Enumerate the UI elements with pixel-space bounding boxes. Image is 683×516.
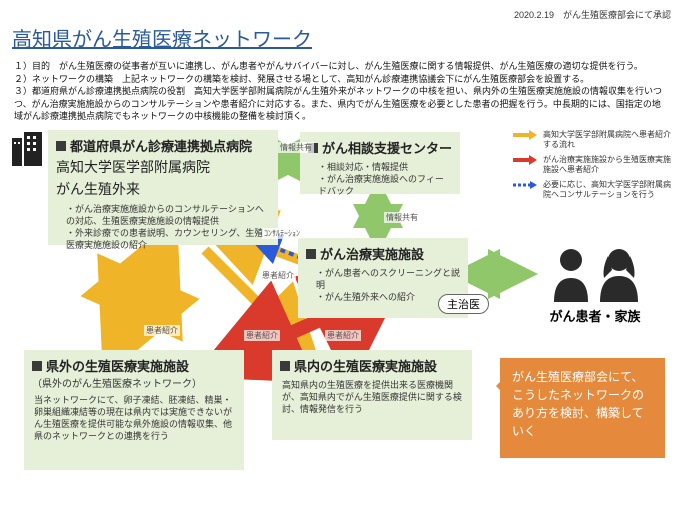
in-prefecture-box: 県内の生殖医療実施施設 高知県内の生殖医療を提供出来る医療機関が、高知県内でがん… (272, 350, 472, 440)
prefecture-hospital-box: 都道府県がん診療連携拠点病院 高知大学医学部附属病院 がん生殖外来 ・がん治療実… (48, 130, 278, 245)
legend-r1: 高知大学医学部附属病院へ患者紹介する流れ (543, 130, 673, 151)
intro-p1: １）目的 がん生殖医療の従事者が互いに連携し、がん患者やがんサバイバーに対し、が… (14, 60, 669, 73)
patient-family-box: がん患者・家族 (520, 240, 670, 340)
square-icon (280, 361, 290, 371)
square-icon (32, 361, 42, 371)
doctor-label: 主治医 (438, 294, 489, 314)
intro-p2: ２）ネットワークの構築 上記ネットワークの構築を検討、発展させる場として、高知が… (14, 73, 669, 86)
intro-text: １）目的 がん生殖医療の従事者が互いに連携し、がん患者やがんサバイバーに対し、が… (0, 56, 683, 129)
treat-title: がん治療実施施設 (320, 244, 424, 263)
label-info-share: 情報共有 (384, 212, 420, 223)
out-body: 当ネットワークにて、卵子凍結、胚凍結、精巣・卵巣組織凍結等の現在は県内では実施で… (32, 394, 236, 443)
in-body: 高知県内の生殖医療を提供出来る医療機関が、高知県内でがん生殖医療提供に関する検討… (280, 379, 464, 415)
label-patient-intro: 患者紹介 (144, 325, 180, 336)
approval-date: 2020.2.19 がん生殖医療部会にて承認 (12, 8, 671, 21)
pref-b2: ・外来診療での患者説明、カウンセリング、生殖医療実施施設の紹介 (66, 227, 270, 251)
pref-header: 都道府県がん診療連携拠点病院 (70, 136, 252, 155)
treat-b1: ・がん患者へのスクリーニングと説明 (316, 267, 460, 291)
hospital-icon (10, 130, 44, 168)
label-info-share: 情報共有 (278, 142, 314, 153)
legend-red-arrow-icon (513, 155, 537, 165)
page-title: 高知県がん生殖医療ネットワーク (12, 23, 671, 52)
pref-sub: がん生殖外来 (56, 179, 270, 199)
support-b2: ・がん治療実施施設へのフィードバック (318, 173, 452, 197)
label-consultation: ｺﾝｻﾙﾃｰｼｮﾝ (262, 228, 302, 239)
legend-r2: がん治療実施施設から生殖医療実施施設へ患者紹介 (543, 155, 673, 176)
label-patient-intro: 患者紹介 (244, 330, 280, 341)
person-icon (598, 246, 640, 302)
support-center-box: がん相談支援センター ・相談対応・情報提供 ・がん治療実施施設へのフィードバック (300, 132, 460, 194)
label-patient-intro: 患者紹介 (260, 270, 296, 281)
support-title: がん相談支援センター (322, 138, 452, 157)
intro-p3: ３）都道府県がん診療連携拠点病院の役割 高知大学医学部附属病院がん生殖外来がネッ… (14, 85, 669, 123)
committee-note: がん生殖医療部会にて、こうしたネットワークのあり方を検討、構築していく (500, 358, 665, 458)
legend-blue-arrow-icon (513, 180, 537, 190)
pref-b1: ・がん治療実施施設からのコンサルテーションへの対応、生殖医療実施施設の情報提供 (66, 203, 270, 227)
legend-yellow-arrow-icon (513, 130, 537, 140)
support-b1: ・相談対応・情報提供 (318, 161, 452, 173)
pref-title: 高知大学医学部附属病院 (56, 157, 270, 177)
square-icon (56, 141, 66, 151)
label-patient-intro: 患者紹介 (325, 330, 361, 341)
legend-r3: 必要に応じ、高知大学医学部附属病院へコンサルテーションを行う (543, 180, 673, 201)
person-icon (550, 246, 592, 302)
diagram-canvas: 都道府県がん診療連携拠点病院 高知大学医学部附属病院 がん生殖外来 ・がん治療実… (0, 130, 683, 516)
out-sub: （県外のがん生殖医療ネットワーク） (32, 375, 236, 390)
legend: 高知大学医学部附属病院へ患者紹介する流れ がん治療実施施設から生殖医療実施施設へ… (513, 130, 673, 204)
in-title: 県内の生殖医療実施施設 (294, 356, 437, 375)
patient-label: がん患者・家族 (528, 306, 662, 325)
square-icon (306, 249, 316, 259)
out-title: 県外の生殖医療実施施設 (46, 356, 189, 375)
out-of-prefecture-box: 県外の生殖医療実施施設 （県外のがん生殖医療ネットワーク） 当ネットワークにて、… (24, 350, 244, 470)
